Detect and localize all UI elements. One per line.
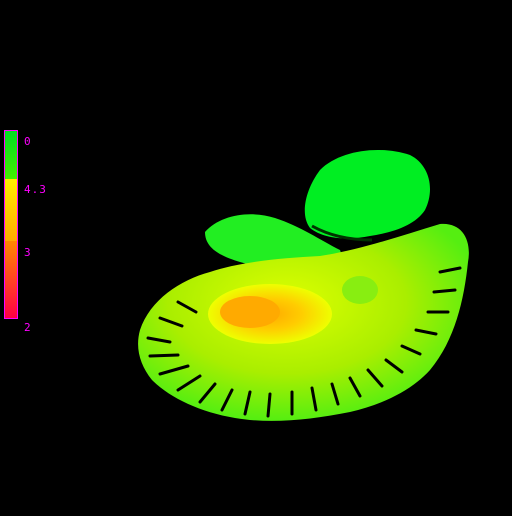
colorbar bbox=[4, 130, 18, 319]
hot-core-inner bbox=[220, 296, 280, 328]
colorbar-tick-label: 4.3 bbox=[24, 183, 47, 196]
colorbar-segment-green bbox=[5, 131, 17, 179]
colorbar-tick-label: 3 bbox=[24, 246, 32, 259]
colorbar-segment-yellow bbox=[5, 179, 17, 241]
colorbar-tick-label: 2 bbox=[24, 321, 32, 334]
colorbar-segment-red bbox=[5, 241, 17, 318]
dark-fissure bbox=[311, 224, 373, 242]
brainstem-region bbox=[304, 150, 430, 239]
colorbar-tick-label: 0 bbox=[24, 135, 32, 148]
nucleus-green bbox=[342, 276, 378, 304]
